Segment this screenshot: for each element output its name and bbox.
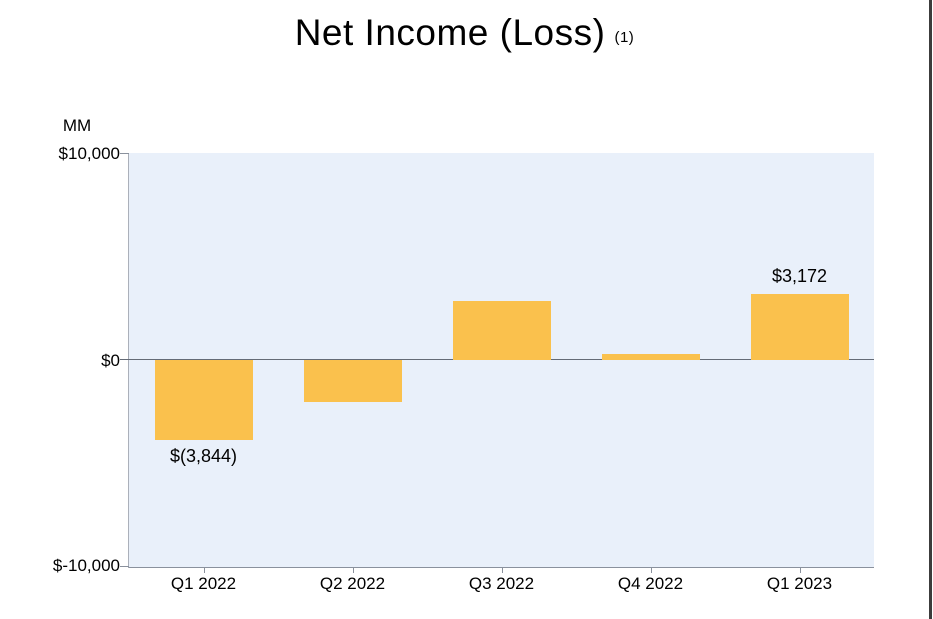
y-axis-tick	[120, 566, 129, 567]
footnote-marker: (1)	[614, 29, 635, 46]
y-tick-label-min: $-10,000	[52, 556, 120, 575]
bar-q2-2022	[303, 360, 402, 402]
page-border-right	[929, 0, 932, 619]
bar-q3-2022	[452, 300, 551, 360]
x-axis-tick	[501, 568, 503, 573]
bar-value-label: $3,172	[771, 266, 828, 287]
chart-title: Net Income (Loss) (1)	[0, 12, 929, 54]
bar-q1-2022	[154, 360, 253, 440]
y-axis-unit-label: MM	[62, 116, 92, 135]
bar-value-label: $(3,844)	[169, 445, 238, 466]
plot-area: Q1 2022 $(3,844) Q2 2022 Q3 2022 Q4 2022 Q1 2…	[120, 153, 874, 593]
x-axis-tick	[203, 568, 205, 573]
x-axis-label: Q2 2022	[319, 574, 386, 593]
bar-q4-2022	[601, 354, 700, 360]
bar-q1-2023	[750, 294, 849, 360]
x-axis-label: Q1 2022	[170, 574, 237, 593]
x-axis-label: Q1 2023	[766, 574, 833, 593]
chart-title-text: Net Income (Loss)	[294, 12, 606, 53]
y-tick-label-max: $10,000	[58, 144, 120, 163]
x-axis-tick	[799, 568, 801, 573]
x-axis-label: Q3 2022	[468, 574, 535, 593]
x-axis-tick	[650, 568, 652, 573]
y-tick-label-zero: $0	[101, 351, 120, 370]
x-axis-tick	[352, 568, 354, 573]
y-axis-tick	[120, 153, 129, 154]
x-axis-label: Q4 2022	[617, 574, 684, 593]
